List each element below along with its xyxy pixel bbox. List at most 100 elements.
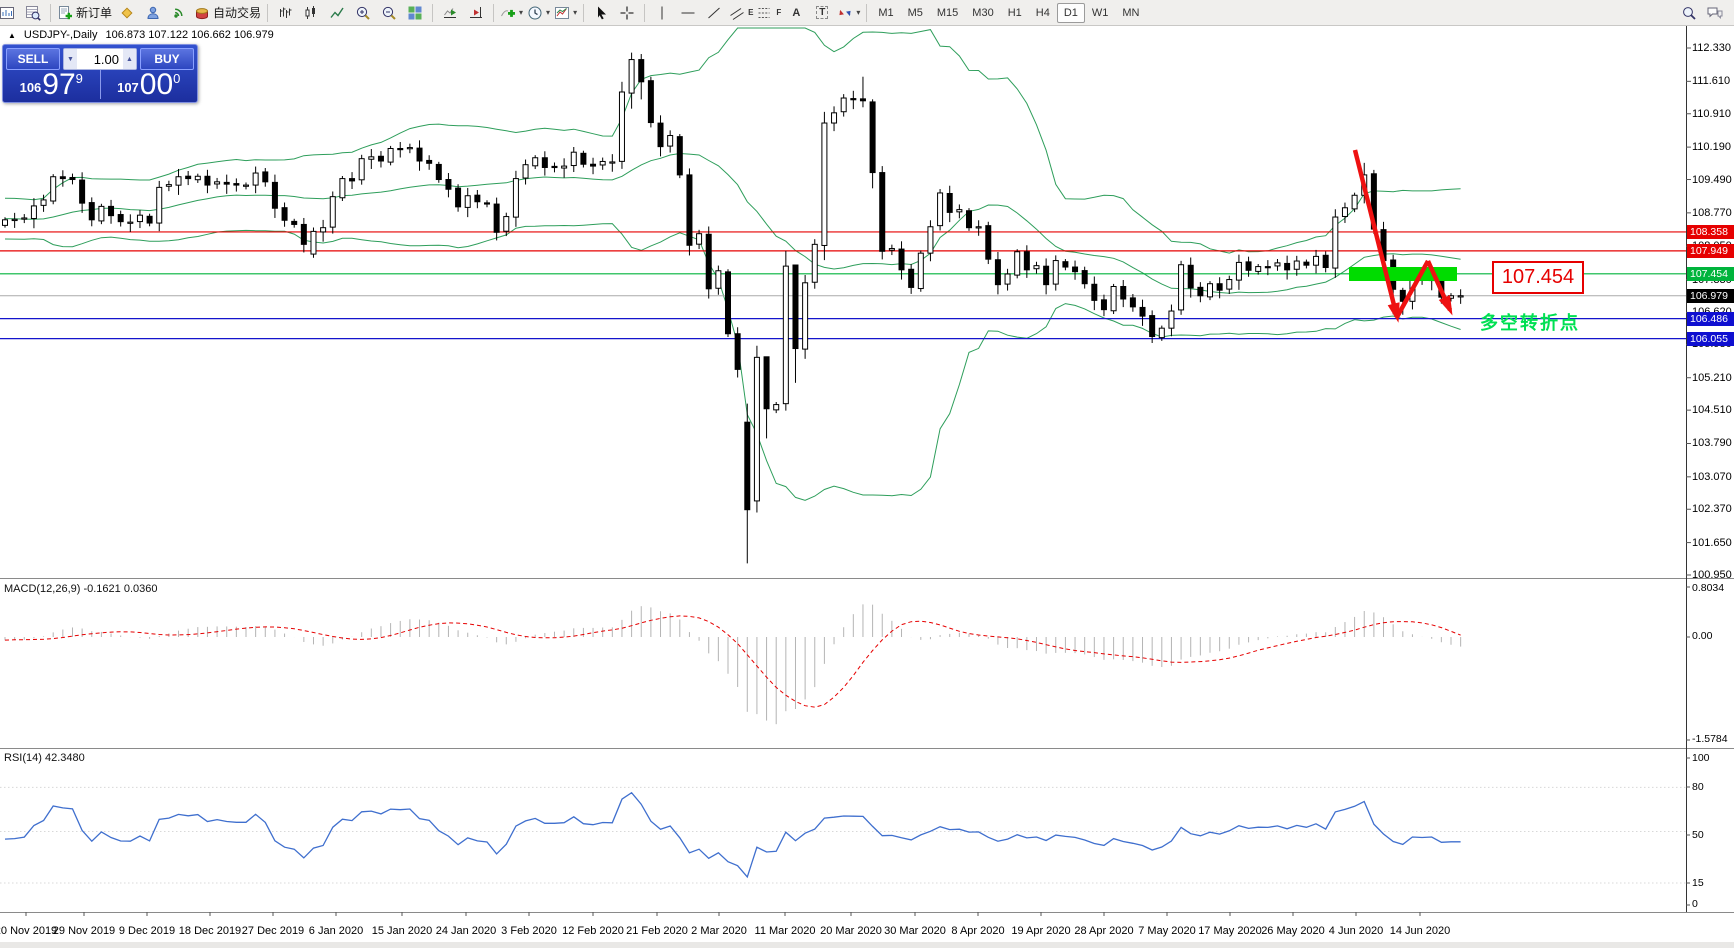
chart-shift-icon [468,5,484,21]
turning-point-annotation[interactable]: 多空转折点 [1480,313,1580,333]
clock-icon [527,5,543,21]
new-order-icon [57,5,73,21]
templates-button[interactable]: ▾ [552,2,579,24]
price-scale[interactable] [1686,25,1734,912]
periods-caret-icon: ▾ [546,7,551,17]
symbol-name: USDJPY-,Daily [23,29,98,41]
chat-icon [1706,5,1724,21]
new-order-label: 新订单 [76,6,113,20]
buy-price-pip: 0 [173,71,181,86]
deposit-button[interactable] [114,2,140,24]
sell-button[interactable]: SELL [6,48,60,70]
buy-button[interactable]: BUY [140,48,194,70]
candlestick-mode-button[interactable] [298,2,324,24]
bar-chart-icon [277,5,293,21]
fibonacci-tool-button[interactable]: F [755,2,783,24]
volume-decrease-button[interactable]: ▼ [64,49,77,69]
window-bottom-strip [0,942,1734,948]
indicators-button[interactable]: ▾ [498,2,525,24]
zoom-in-button[interactable] [350,2,376,24]
timeframe-button-MN[interactable]: MN [1122,6,1140,19]
vertical-line-icon [654,5,670,21]
new-order-button[interactable]: 新订单 [55,2,114,24]
text-tool-button[interactable]: A [783,2,809,24]
sell-price: 106 97 9 [3,68,100,101]
bar-chart-mode-button[interactable] [272,2,298,24]
signal-icon [171,5,187,21]
arrows-tool-button[interactable]: ▾ [835,2,862,24]
fibonacci-icon [757,6,773,20]
buy-price-prefix: 107 [117,80,139,95]
timeframe-button-M1[interactable]: M1 [878,6,894,19]
cursor-icon [593,5,609,21]
symbol-info: ▲ USDJPY-,Daily 106.873 107.122 106.662 … [8,29,274,41]
price-callout-label[interactable]: 107.454 [1492,261,1584,294]
search-icon [1681,5,1697,21]
timeframe-bar: M1 M5 M15 M30 H1 H4 D1 W1 MN [871,2,1146,23]
auto-scroll-icon [442,5,458,21]
gold-diamond-icon [119,5,135,21]
timeframe-button-W1[interactable]: W1 [1091,6,1109,19]
market-watch-button[interactable] [20,2,46,24]
signal-button[interactable] [166,2,192,24]
auto-scroll-button[interactable] [437,2,463,24]
time-scale[interactable] [0,913,1686,942]
tile-windows-icon [407,5,423,21]
volume-control: ▼ ▲ [63,48,137,70]
crosshair-icon [619,5,635,21]
trendline-tool-button[interactable] [701,2,727,24]
timeframe-button-M15[interactable]: M15 [936,6,959,19]
templates-caret-icon: ▾ [573,7,578,17]
person-icon [145,5,161,21]
line-chart-mode-button[interactable] [324,2,350,24]
zoom-out-icon [381,5,397,21]
timeframe-button-D1[interactable]: D1 [1056,2,1085,23]
indicators-icon [500,5,516,21]
tile-windows-button[interactable] [402,2,428,24]
chart-shift-button[interactable] [463,2,489,24]
channel-E-glyph: E [748,8,754,17]
timeframe-button-M5[interactable]: M5 [907,6,923,19]
auto-trading-button[interactable]: 自动交易 [192,2,263,24]
timeframe-button-M30[interactable]: M30 [972,6,994,19]
symbol-ohlc: 106.873 107.122 106.662 106.979 [105,29,274,41]
market-watch-icon [25,5,41,21]
timeframe-button-H1[interactable]: H1 [1007,6,1022,19]
auto-trading-label: 自动交易 [213,6,262,20]
text-A-icon: A [792,6,801,19]
zoom-in-icon [355,5,371,21]
buy-price-main: 00 [139,68,174,101]
chat-button[interactable] [1702,2,1728,24]
indicators-caret-icon: ▾ [519,7,524,17]
trendline-icon [706,5,722,21]
chart-window-icon [0,5,15,21]
panel-divider [99,70,101,99]
periods-button[interactable]: ▾ [525,2,552,24]
template-icon [554,5,570,21]
arrows-icon [837,5,853,21]
equidistant-channel-icon [729,6,745,20]
search-button[interactable] [1676,2,1702,24]
community-button[interactable] [140,2,166,24]
sell-price-main: 97 [42,68,76,101]
volume-input[interactable] [77,49,123,69]
line-chart-icon [329,5,345,21]
timeframe-button-H4[interactable]: H4 [1035,6,1050,19]
sell-price-pip: 9 [75,71,83,86]
zoom-out-button[interactable] [376,2,402,24]
text-label-tool-button[interactable]: T [809,2,835,24]
cursor-tool-button[interactable] [588,2,614,24]
chart-window-button[interactable] [0,2,20,24]
symbol-collapse-icon: ▲ [8,30,16,40]
channel-tool-button[interactable]: E [727,2,755,24]
horizontal-line-tool-button[interactable] [675,2,701,24]
candlestick-icon [303,5,319,21]
fibonacci-F-glyph: F [776,8,782,17]
volume-increase-button[interactable]: ▲ [123,49,136,69]
crosshair-tool-button[interactable] [614,2,640,24]
toolbar: 新订单 自动交易 ▾ ▾ [0,0,1734,26]
vertical-line-tool-button[interactable] [649,2,675,24]
arrows-caret-icon: ▾ [856,7,861,17]
